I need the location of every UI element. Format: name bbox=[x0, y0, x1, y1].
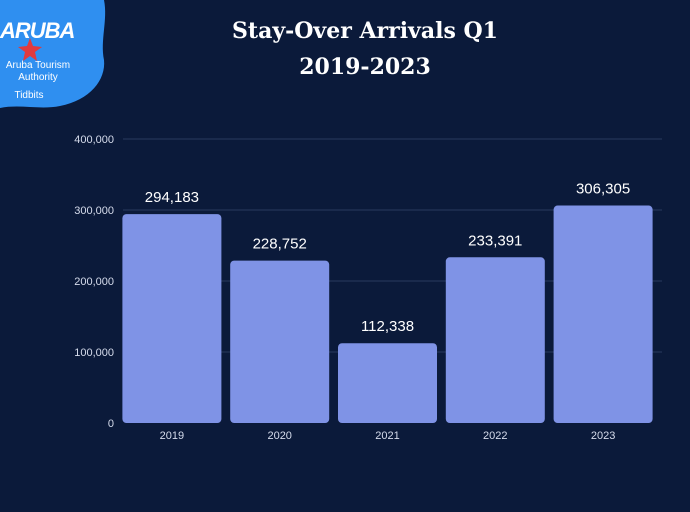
value-label: 228,752 bbox=[253, 236, 307, 253]
star-icon bbox=[18, 38, 42, 61]
x-tick-label: 2023 bbox=[591, 430, 615, 442]
x-axis-ticks: 2019 2020 2021 2022 2023 bbox=[160, 430, 616, 442]
logo-org-name: Aruba Tourism Authority bbox=[5, 60, 71, 83]
y-tick-label: 300,000 bbox=[74, 205, 114, 217]
x-tick-label: 2020 bbox=[267, 430, 291, 442]
value-label: 294,183 bbox=[145, 189, 199, 206]
y-axis-ticks: 0 100,000 200,000 300,000 400,000 bbox=[74, 134, 114, 430]
logo-badge bbox=[0, 0, 106, 108]
y-tick-label: 400,000 bbox=[74, 134, 114, 146]
chart-title: Stay-Over Arrivals Q1 bbox=[232, 18, 498, 44]
bar-2023 bbox=[553, 205, 653, 423]
bar-2021 bbox=[338, 343, 437, 423]
bar-2022 bbox=[445, 257, 545, 423]
bar-2019 bbox=[122, 214, 222, 423]
value-label: 112,338 bbox=[361, 318, 414, 335]
y-tick-label: 0 bbox=[108, 418, 114, 430]
logo-tagline: Tidbits bbox=[14, 90, 44, 101]
logo-brand: ARUBA bbox=[0, 18, 75, 43]
bars bbox=[122, 205, 653, 423]
value-label: 233,391 bbox=[468, 232, 522, 249]
y-tick-label: 200,000 bbox=[74, 276, 114, 288]
x-tick-label: 2022 bbox=[483, 430, 507, 442]
chart-subtitle: 2019-2023 bbox=[299, 54, 431, 80]
y-tick-label: 100,000 bbox=[74, 347, 114, 359]
x-tick-label: 2021 bbox=[375, 430, 399, 442]
value-label: 306,305 bbox=[576, 181, 630, 198]
bar-2020 bbox=[230, 260, 330, 423]
x-tick-label: 2019 bbox=[160, 430, 184, 442]
value-labels: 294,183 228,752 112,338 233,391 306,305 bbox=[145, 181, 630, 336]
